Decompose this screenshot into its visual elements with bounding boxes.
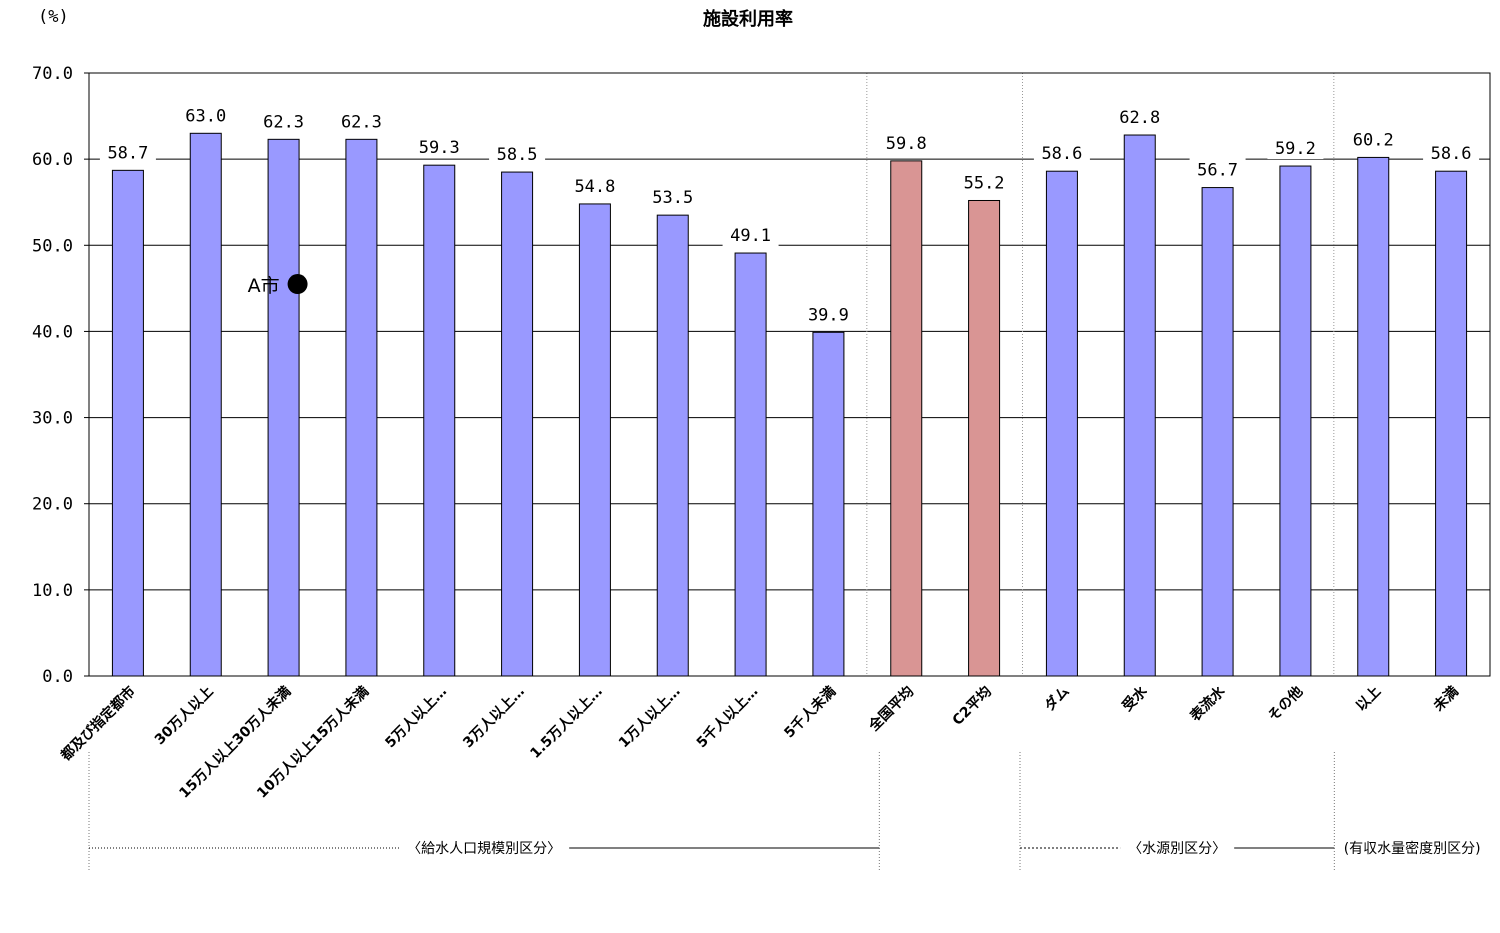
- data-label-background: [411, 134, 468, 159]
- data-label: 55.2: [964, 173, 1005, 193]
- chart-title: 施設利用率: [703, 8, 793, 30]
- bars: 58.7 63.0 62.3 62.3 59.3 58.5 54.8 53.5 49.1 39.9…: [99, 102, 1480, 677]
- data-label-background: [1345, 126, 1402, 151]
- category-label: 受水: [1119, 682, 1152, 715]
- plot-area-border: [88, 72, 1491, 677]
- category-label: ダム: [1041, 683, 1073, 715]
- group-separators: [866, 73, 1335, 676]
- y-tick-label: 50.0: [32, 236, 73, 256]
- data-label: 60.2: [1353, 130, 1394, 150]
- data-label: 56.7: [1197, 161, 1238, 181]
- category-label: 都及び指定都市: [57, 683, 139, 765]
- data-label: 58.6: [1041, 144, 1082, 164]
- data-label-background: [1423, 140, 1480, 165]
- bar: [1123, 134, 1156, 677]
- annotation: A市: [248, 274, 308, 297]
- category-label: 5千人未満: [781, 683, 840, 742]
- group-label: (有収水量密度別区分): [1344, 840, 1481, 857]
- bar: [1435, 170, 1468, 677]
- category-label: その他: [1265, 683, 1307, 725]
- bar: [111, 169, 144, 677]
- data-label: 58.7: [107, 143, 148, 163]
- bar: [1045, 170, 1078, 677]
- category-label: 3万人以上…: [459, 683, 527, 751]
- bar: [578, 203, 611, 677]
- data-label-background: [177, 102, 234, 127]
- data-label: 63.0: [185, 106, 226, 126]
- bar: [1201, 187, 1234, 677]
- y-axis-unit-label: (%): [38, 7, 69, 27]
- data-label-background: [1267, 135, 1324, 160]
- category-label: 5千人以上…: [693, 683, 761, 751]
- y-tick-labels: 0.0 10.0 20.0 30.0 40.0 50.0 60.0 70.0: [32, 64, 89, 687]
- category-label: 30万人以上: [151, 683, 216, 748]
- data-label-background: [1189, 156, 1246, 181]
- data-label-background: [99, 139, 156, 164]
- data-label-background: [956, 169, 1013, 194]
- bar: [189, 132, 222, 677]
- category-label: C2平均: [949, 683, 995, 729]
- category-label: 表流水: [1186, 682, 1229, 725]
- group-label: 〈給水人口規模別区分〉: [407, 841, 561, 857]
- y-tick-label: 70.0: [32, 64, 73, 84]
- data-label: 53.5: [652, 188, 693, 208]
- data-label: 58.5: [497, 145, 538, 165]
- data-label: 62.8: [1119, 108, 1160, 128]
- annotation-label: A市: [248, 275, 280, 297]
- category-label: 未満: [1430, 683, 1462, 715]
- y-tick-label: 60.0: [32, 150, 73, 170]
- category-label: 5万人以上…: [382, 683, 450, 751]
- data-label-background: [1111, 104, 1168, 129]
- data-label: 59.2: [1275, 139, 1316, 159]
- data-label-background: [1033, 140, 1090, 165]
- data-label: 58.6: [1431, 144, 1472, 164]
- data-label-background: [566, 172, 623, 197]
- gridlines: [89, 158, 1490, 591]
- y-tick-label: 20.0: [32, 495, 73, 515]
- bar: [345, 138, 378, 677]
- bar: [812, 331, 845, 677]
- data-label: 62.3: [341, 112, 382, 132]
- data-label-background: [722, 222, 779, 247]
- bar: [734, 252, 767, 677]
- data-label: 62.3: [263, 112, 304, 132]
- group-labels: 〈給水人口規模別区分〉 〈水源別区分〉 (有収水量密度別区分): [88, 752, 1481, 870]
- bar: [501, 171, 534, 677]
- y-tick-label: 40.0: [32, 322, 73, 342]
- data-label-background: [489, 141, 546, 166]
- data-label-background: [878, 129, 935, 154]
- category-label: 1万人以上…: [615, 683, 683, 751]
- category-label: 以上: [1353, 684, 1384, 715]
- y-tick-label: 0.0: [42, 667, 73, 687]
- data-label: 39.9: [808, 305, 849, 325]
- data-label: 49.1: [730, 226, 771, 246]
- data-label: 54.8: [574, 177, 615, 197]
- category-label: 1.5万人以上…: [527, 683, 606, 762]
- y-tick-label: 10.0: [32, 581, 73, 601]
- bar: [656, 214, 689, 677]
- data-label-background: [255, 108, 312, 133]
- bar: [890, 160, 923, 677]
- bar: [423, 164, 456, 677]
- bar: [1279, 165, 1312, 677]
- category-label: 全国平均: [865, 683, 917, 735]
- data-label-background: [800, 301, 857, 326]
- group-label: 〈水源別区分〉: [1128, 841, 1226, 857]
- bar: [267, 138, 300, 677]
- y-tick-label: 30.0: [32, 409, 73, 429]
- data-label-background: [644, 184, 701, 209]
- annotation-marker: [287, 274, 308, 295]
- data-label-background: [333, 108, 390, 133]
- bar: [968, 199, 1001, 677]
- data-label: 59.3: [419, 138, 460, 158]
- data-label: 59.8: [886, 134, 927, 154]
- bar: [1357, 156, 1390, 677]
